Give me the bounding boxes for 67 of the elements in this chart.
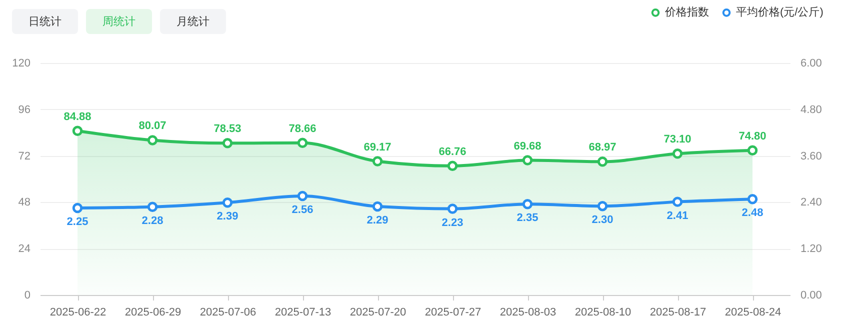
point <box>222 197 233 208</box>
data-label: 2.23 <box>442 216 464 229</box>
point <box>672 148 683 159</box>
data-label: 2.25 <box>66 216 88 228</box>
data-label: 69.17 <box>364 141 392 154</box>
data-label: 2.48 <box>742 207 764 220</box>
point <box>672 196 683 207</box>
data-label: 2.28 <box>142 214 164 227</box>
point <box>222 138 233 148</box>
data-label: 2.56 <box>292 204 314 216</box>
tab-button: 日统计 <box>12 9 78 34</box>
data-label: 78.53 <box>214 123 242 136</box>
point <box>747 194 758 204</box>
data-label: 73.10 <box>664 134 692 146</box>
data-label: 2.30 <box>592 214 614 226</box>
point <box>597 156 608 167</box>
x-tick-label: 2025-06-29 <box>124 306 182 318</box>
point <box>747 145 758 156</box>
legend-label: 平均价格(元/公斤) <box>736 6 824 19</box>
x-tick-label: 2025-08-10 <box>574 306 632 318</box>
y-tick-label: 96 <box>18 104 30 116</box>
x-tick-label: 2025-07-13 <box>274 306 332 318</box>
y-tick-label: 120 <box>12 58 30 70</box>
data-label: 2.41 <box>666 210 688 222</box>
point <box>522 155 533 166</box>
point <box>372 201 383 212</box>
y2-tick-label: 2.40 <box>800 196 822 209</box>
data-label: 2.39 <box>216 210 238 223</box>
data-label: 74.80 <box>738 130 766 142</box>
data-label: 2.29 <box>366 214 388 226</box>
y-tick-label: 24 <box>18 243 30 256</box>
x-tick-label: 2025-07-06 <box>200 306 256 318</box>
legend-label: 价格指数 <box>664 6 709 19</box>
point <box>297 190 308 202</box>
y-tick-label: 48 <box>18 196 30 209</box>
point <box>72 202 83 214</box>
y2-tick-label: 3.60 <box>800 150 822 162</box>
y2-tick-label: 4.80 <box>800 104 822 116</box>
y2-tick-label: 1.20 <box>800 243 822 256</box>
data-label: 78.66 <box>288 122 316 135</box>
tab-button: 周统计 <box>86 9 152 34</box>
x-tick-label: 2025-07-27 <box>424 306 482 318</box>
data-label: 66.76 <box>438 146 466 158</box>
point <box>447 160 458 172</box>
y-tick-label: 0 <box>24 290 30 302</box>
point <box>72 126 83 136</box>
data-label: 69.68 <box>514 140 542 152</box>
point <box>597 200 608 212</box>
data-label: 68.97 <box>588 142 616 154</box>
x-tick-label: 2025-08-17 <box>650 306 706 318</box>
tab-button: 月统计 <box>160 9 226 34</box>
y-tick-label: 72 <box>18 150 30 162</box>
x-tick-label: 2025-06-22 <box>50 306 106 318</box>
x-tick-label: 2025-08-03 <box>500 306 556 318</box>
point <box>297 138 308 148</box>
data-label: 84.88 <box>64 110 92 123</box>
x-tick-label: 2025-08-24 <box>724 306 782 318</box>
point <box>147 202 158 212</box>
point <box>372 156 383 166</box>
point <box>522 199 533 210</box>
y2-tick-label: 0.00 <box>800 290 822 302</box>
data-label: 80.07 <box>138 120 166 132</box>
point <box>447 204 458 214</box>
x-tick-label: 2025-07-20 <box>350 306 406 318</box>
data-label: 2.35 <box>516 212 538 224</box>
point <box>147 135 158 146</box>
y2-tick-label: 6.00 <box>800 58 822 70</box>
